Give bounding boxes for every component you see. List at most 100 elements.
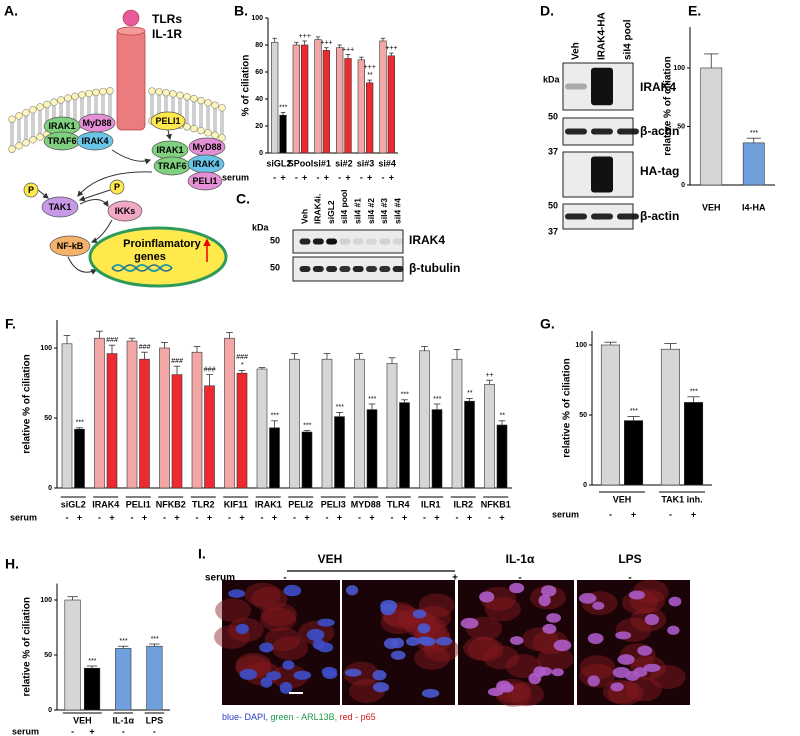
lipid-head <box>15 142 23 150</box>
lipid-head <box>22 139 30 147</box>
serum-sign: + <box>389 172 394 182</box>
cytoplasm <box>251 586 288 611</box>
protein-label: β-actin <box>640 124 679 138</box>
x-tick-label: IL-1α <box>112 715 134 725</box>
lipid-head <box>106 87 114 95</box>
serum-sign: + <box>434 512 439 522</box>
y-tick-label: 0 <box>583 482 587 489</box>
significance: *** <box>119 638 127 645</box>
serum-sign: + <box>304 512 309 522</box>
cytoplasm <box>649 665 686 690</box>
significance: *** <box>88 658 96 665</box>
panel-letter: F. <box>5 316 16 332</box>
nucleus <box>479 591 495 603</box>
serum-sign: + <box>467 512 472 522</box>
lipid-head <box>148 87 156 95</box>
bar <box>83 667 101 711</box>
nucleus <box>283 584 302 597</box>
lipid-head <box>162 89 170 97</box>
serum-sign: + <box>691 509 696 519</box>
y-axis-label: relative % of ciliation <box>562 358 573 457</box>
legend-blue: blue- DAPI, <box>222 712 268 722</box>
cytoplasm <box>508 682 545 707</box>
blot-band <box>339 266 351 272</box>
bar <box>236 372 248 489</box>
y-tick-label: 60 <box>255 69 263 76</box>
serum-sign: + <box>207 512 212 522</box>
blot-band <box>379 266 391 272</box>
nucleus <box>499 683 514 693</box>
protein-label: IRAK4 <box>640 80 676 94</box>
y-axis-label: relative % of ciliation <box>663 56 674 155</box>
node-label: MyD88 <box>82 118 111 128</box>
nucleus <box>282 660 295 670</box>
bar <box>386 363 398 489</box>
nucleus <box>372 682 390 693</box>
nucleus <box>321 666 338 677</box>
y-tick-label: 100 <box>40 345 52 352</box>
lipid-head <box>190 124 198 133</box>
cytoplasm <box>463 636 500 661</box>
significance: ** <box>467 390 473 397</box>
significance: +++ <box>364 64 376 71</box>
lipid-head <box>92 88 100 97</box>
serum-label: serum <box>552 509 579 519</box>
nucleus <box>546 613 562 623</box>
nucleus <box>259 642 274 653</box>
dna <box>111 264 173 272</box>
nucleus <box>610 682 624 692</box>
serum-sign: + <box>369 512 374 522</box>
node-label: MyD88 <box>192 142 221 152</box>
nucleus <box>628 590 646 600</box>
bar <box>624 420 644 486</box>
bar <box>600 344 620 486</box>
bar <box>171 374 183 489</box>
kda-label: kDa <box>543 74 561 84</box>
nucleus <box>306 628 325 641</box>
serum-sign: - <box>488 512 491 522</box>
significance: *** <box>629 408 637 415</box>
arrow <box>78 189 111 202</box>
serum-sign: + <box>452 573 458 584</box>
nucleus <box>293 670 312 680</box>
panel-letter: G. <box>540 316 555 332</box>
blot-band <box>565 213 587 220</box>
y-tick-label: 50 <box>677 123 685 130</box>
x-tick-label: siGL2 <box>61 499 86 509</box>
blot-band <box>366 266 377 272</box>
x-tick-label: NFKB1 <box>481 499 511 509</box>
serum-sign: - <box>261 512 264 522</box>
lane-label: siGL2 <box>326 200 336 224</box>
cytoplasm <box>414 645 451 670</box>
kda-marker: 50 <box>270 235 280 245</box>
lipid-head <box>85 89 93 98</box>
bar <box>292 44 300 154</box>
node <box>41 196 79 218</box>
cytoplasm <box>271 664 308 689</box>
blot-band <box>591 128 613 135</box>
bar <box>289 358 300 489</box>
significance: *** <box>689 389 697 396</box>
bar <box>94 337 105 489</box>
nucleus <box>266 671 282 681</box>
lipid-head <box>183 93 191 101</box>
node <box>49 235 91 257</box>
y-tick-label: 50 <box>579 412 587 419</box>
lipid-head <box>211 131 219 139</box>
bar <box>336 47 344 154</box>
lipid-head <box>15 112 23 120</box>
nucleus-label: genes <box>134 251 166 263</box>
bar <box>321 358 333 489</box>
blot-band <box>591 67 613 106</box>
bar <box>126 340 138 489</box>
blot-band <box>565 83 587 90</box>
lipid-head <box>176 91 184 99</box>
arrow <box>111 149 152 165</box>
blot-d-labels: D. kDa <box>540 3 561 85</box>
significance: *** <box>335 404 343 411</box>
blot-band <box>352 238 364 245</box>
receptor-top <box>116 26 146 36</box>
lane-label: siI4 pool <box>339 190 349 224</box>
node-label: IRAK1 <box>156 145 183 155</box>
x-tick-label: MYD88 <box>351 499 381 509</box>
